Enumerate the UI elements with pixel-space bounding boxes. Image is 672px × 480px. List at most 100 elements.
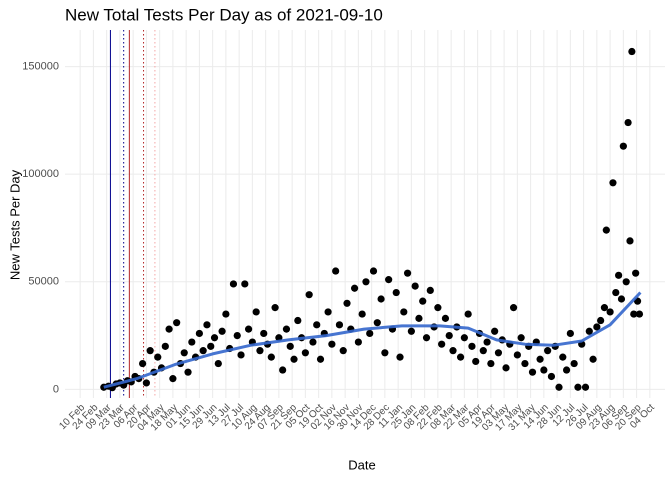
point [615,271,623,279]
point [188,338,196,346]
y-tick-label: 0 [53,383,59,395]
point [373,319,381,327]
smooth-line [103,291,642,389]
point [494,349,503,357]
point [309,338,317,346]
point [464,310,472,318]
point [366,329,374,338]
point [218,327,226,335]
point [509,304,518,312]
point [294,316,302,325]
point [487,359,495,368]
y-tick-label: 50000 [28,276,59,288]
point [536,355,544,363]
point [540,366,548,374]
point [559,353,567,361]
point [415,314,423,322]
point [199,347,207,355]
point [426,286,434,294]
point [624,118,632,127]
point [369,267,378,275]
point [233,331,241,340]
point [286,342,294,350]
point [570,359,578,368]
point [173,319,181,327]
point [381,349,389,357]
point [449,347,457,355]
point [630,310,638,318]
point [332,267,340,275]
point [600,304,609,312]
point [581,383,590,391]
point [411,282,419,290]
point [260,329,268,338]
point [229,280,238,288]
x-axis-label: Date [348,457,375,472]
point [609,179,617,187]
point [602,226,610,234]
y-axis-label: New Tests Per Day [7,169,22,280]
point [472,357,480,366]
point [419,297,427,305]
point [154,353,162,361]
point [339,347,347,355]
point [313,321,321,329]
point [252,308,260,316]
point [335,321,344,329]
point [593,323,601,331]
point [165,325,173,333]
point [279,366,287,374]
point [362,278,370,286]
point [441,314,450,322]
point [628,47,636,56]
point [343,299,351,307]
point [203,321,211,329]
y-tick-label: 100000 [22,168,59,180]
point [210,334,219,342]
point [460,334,468,342]
point [282,325,291,333]
point [350,284,359,292]
point [301,349,309,357]
point [358,310,366,318]
point [392,288,400,297]
point [354,338,362,346]
point [267,353,275,361]
point [617,295,626,303]
point [562,366,571,374]
point [237,351,245,359]
point [214,359,222,368]
point [491,327,499,335]
point [290,355,298,363]
point [161,342,169,350]
point [207,342,215,350]
point [635,310,644,318]
point [422,334,431,342]
point [479,347,487,355]
point [146,347,154,355]
point [521,359,529,368]
point [222,310,230,318]
point [324,308,332,316]
point [468,342,476,350]
point [445,331,453,340]
point [622,278,630,286]
point [180,349,188,357]
point [528,368,537,376]
point [244,325,253,333]
point [612,288,620,297]
point [139,359,147,368]
point [483,338,491,346]
chart-title: New Total Tests Per Day as of 2021-09-10 [65,5,383,24]
point [256,347,264,355]
point [271,304,279,312]
point [434,304,442,312]
point [632,269,640,277]
point [377,295,385,303]
point [407,327,415,335]
point [142,379,150,387]
point [195,329,203,338]
point [547,372,556,381]
point [385,276,393,284]
